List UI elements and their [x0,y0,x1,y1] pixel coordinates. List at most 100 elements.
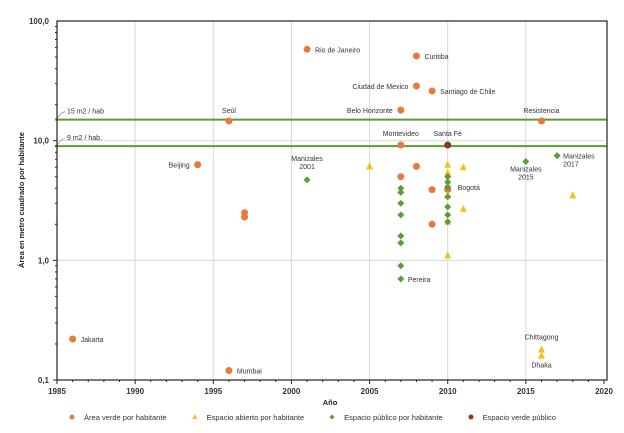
triangle-marker [192,414,198,419]
circle-marker [69,335,77,343]
circle-marker [428,220,436,228]
point-label: Santa Fé [434,131,463,138]
y-axis-title: Área en metro cuadrado por habitante [17,132,26,268]
point-label: Santiago de Chile [440,89,495,96]
point-label: Rio de Janeiro [315,47,360,54]
diamond-marker [397,184,405,192]
legend-item: Espacio público por habitante [328,412,443,422]
x-tick-label: 2020 [595,387,613,396]
circle-marker [225,367,233,375]
circle-marker [412,162,420,170]
y-tick-label: 100,0 [29,17,50,26]
circle-marker [537,117,545,125]
legend-item: Área verde por habitante [68,413,167,422]
diamond-marker [397,188,405,196]
diamond-marker [444,178,452,186]
legend-item: Espacio verde público [467,413,556,422]
triangle-marker [444,160,452,168]
grid-lines [57,21,604,380]
triangle-marker [459,163,467,171]
legend-item: Espacio abierto por habitante [191,412,305,422]
legend-marker-icon [468,414,474,420]
triangle-marker [366,162,374,170]
circle-marker [241,213,249,221]
diamond-marker [522,157,530,165]
diamond-marker [397,262,405,270]
point-label: Seúl [222,108,236,115]
triangle-marker [537,345,545,353]
data-points [69,45,577,375]
triangle-marker [459,204,467,212]
x-tick-label: 2000 [283,387,301,396]
reference-leader [56,137,66,147]
circle-marker [428,87,436,95]
y-tick-label: 10,0 [33,137,49,146]
diamond-marker [329,414,335,420]
axes [56,20,608,381]
circle-marker [412,52,420,60]
circle-marker [397,106,405,114]
y-tick-label: 1,0 [38,256,50,265]
x-ticks: 1985 1990 1995 2000 2005 2010 2015 2020 [48,380,613,396]
legend: Área verde por habitante Espacio abierto … [0,409,624,425]
point-label: Resistencia [523,108,559,115]
x-tick-label: 2005 [361,387,379,396]
point-label: Curitiba [424,54,448,61]
legend-label: Espacio público por habitante [344,412,443,422]
diamond-marker [397,275,405,283]
legend-marker-icon [192,414,198,419]
diamond-marker [444,203,452,211]
point-labels: Jakarta Mumbai Beijing Seúl Rio de Janeiro Cu… [81,47,595,375]
x-tick-label: 2015 [517,387,535,396]
point-label: Chittagong [525,334,559,341]
point-label: Pereira [408,277,431,284]
point-label: Montevideo [383,131,419,138]
point-label: 2017 [563,162,579,169]
diamond-marker [444,183,452,191]
circle-marker [194,161,202,169]
point-label: Bogotá [458,185,480,192]
diamond-marker [444,218,452,226]
point-label: Dhaka [531,363,551,370]
point-label: Ciudad de Mexico [352,84,408,91]
legend-label: Área verde por habitante [84,412,167,422]
point-label: Jakarta [81,337,104,344]
legend-marker-icon [329,414,335,420]
point-label: Manizales [510,166,542,173]
point-label: Mumbai [237,369,262,376]
circle-marker [412,82,420,90]
circle-marker [428,186,436,194]
reference-label: 15 m2 / hab [67,109,104,116]
circle-marker [69,414,75,420]
triangle-marker [537,351,545,359]
y-ticks: 0,1 1,0 10,0 100,0 [29,17,57,385]
triangle-marker [444,251,452,259]
triangle-marker [569,191,577,199]
point-label: Manizales [291,156,323,163]
point-label: 2015 [518,174,534,181]
circle-marker [303,45,311,53]
diamond-marker [553,152,561,160]
circle-marker [468,414,474,420]
diamond-marker [397,239,405,247]
point-label: Manizales [563,154,595,161]
reference-label: 9 m2 / hab. [67,135,102,142]
x-tick-label: 1990 [126,387,144,396]
reference-leader [56,111,66,120]
triangle-marker [444,168,452,176]
diamond-marker [444,173,452,181]
point-label: 2001 [299,164,315,171]
x-tick-label: 1985 [48,387,66,396]
x-axis-title: Año [323,398,338,407]
circle-marker [225,117,233,125]
legend-marker-icon [69,414,75,420]
circle-marker [444,141,452,149]
legend-label: Espacio abierto por habitante [206,412,305,422]
plot-frame [56,20,608,381]
legend-label: Espacio verde público [482,412,556,422]
circle-marker [397,141,405,149]
point-label: Belo Horizonte [347,108,393,115]
diamond-marker [444,211,452,219]
x-tick-label: 2010 [439,387,457,396]
